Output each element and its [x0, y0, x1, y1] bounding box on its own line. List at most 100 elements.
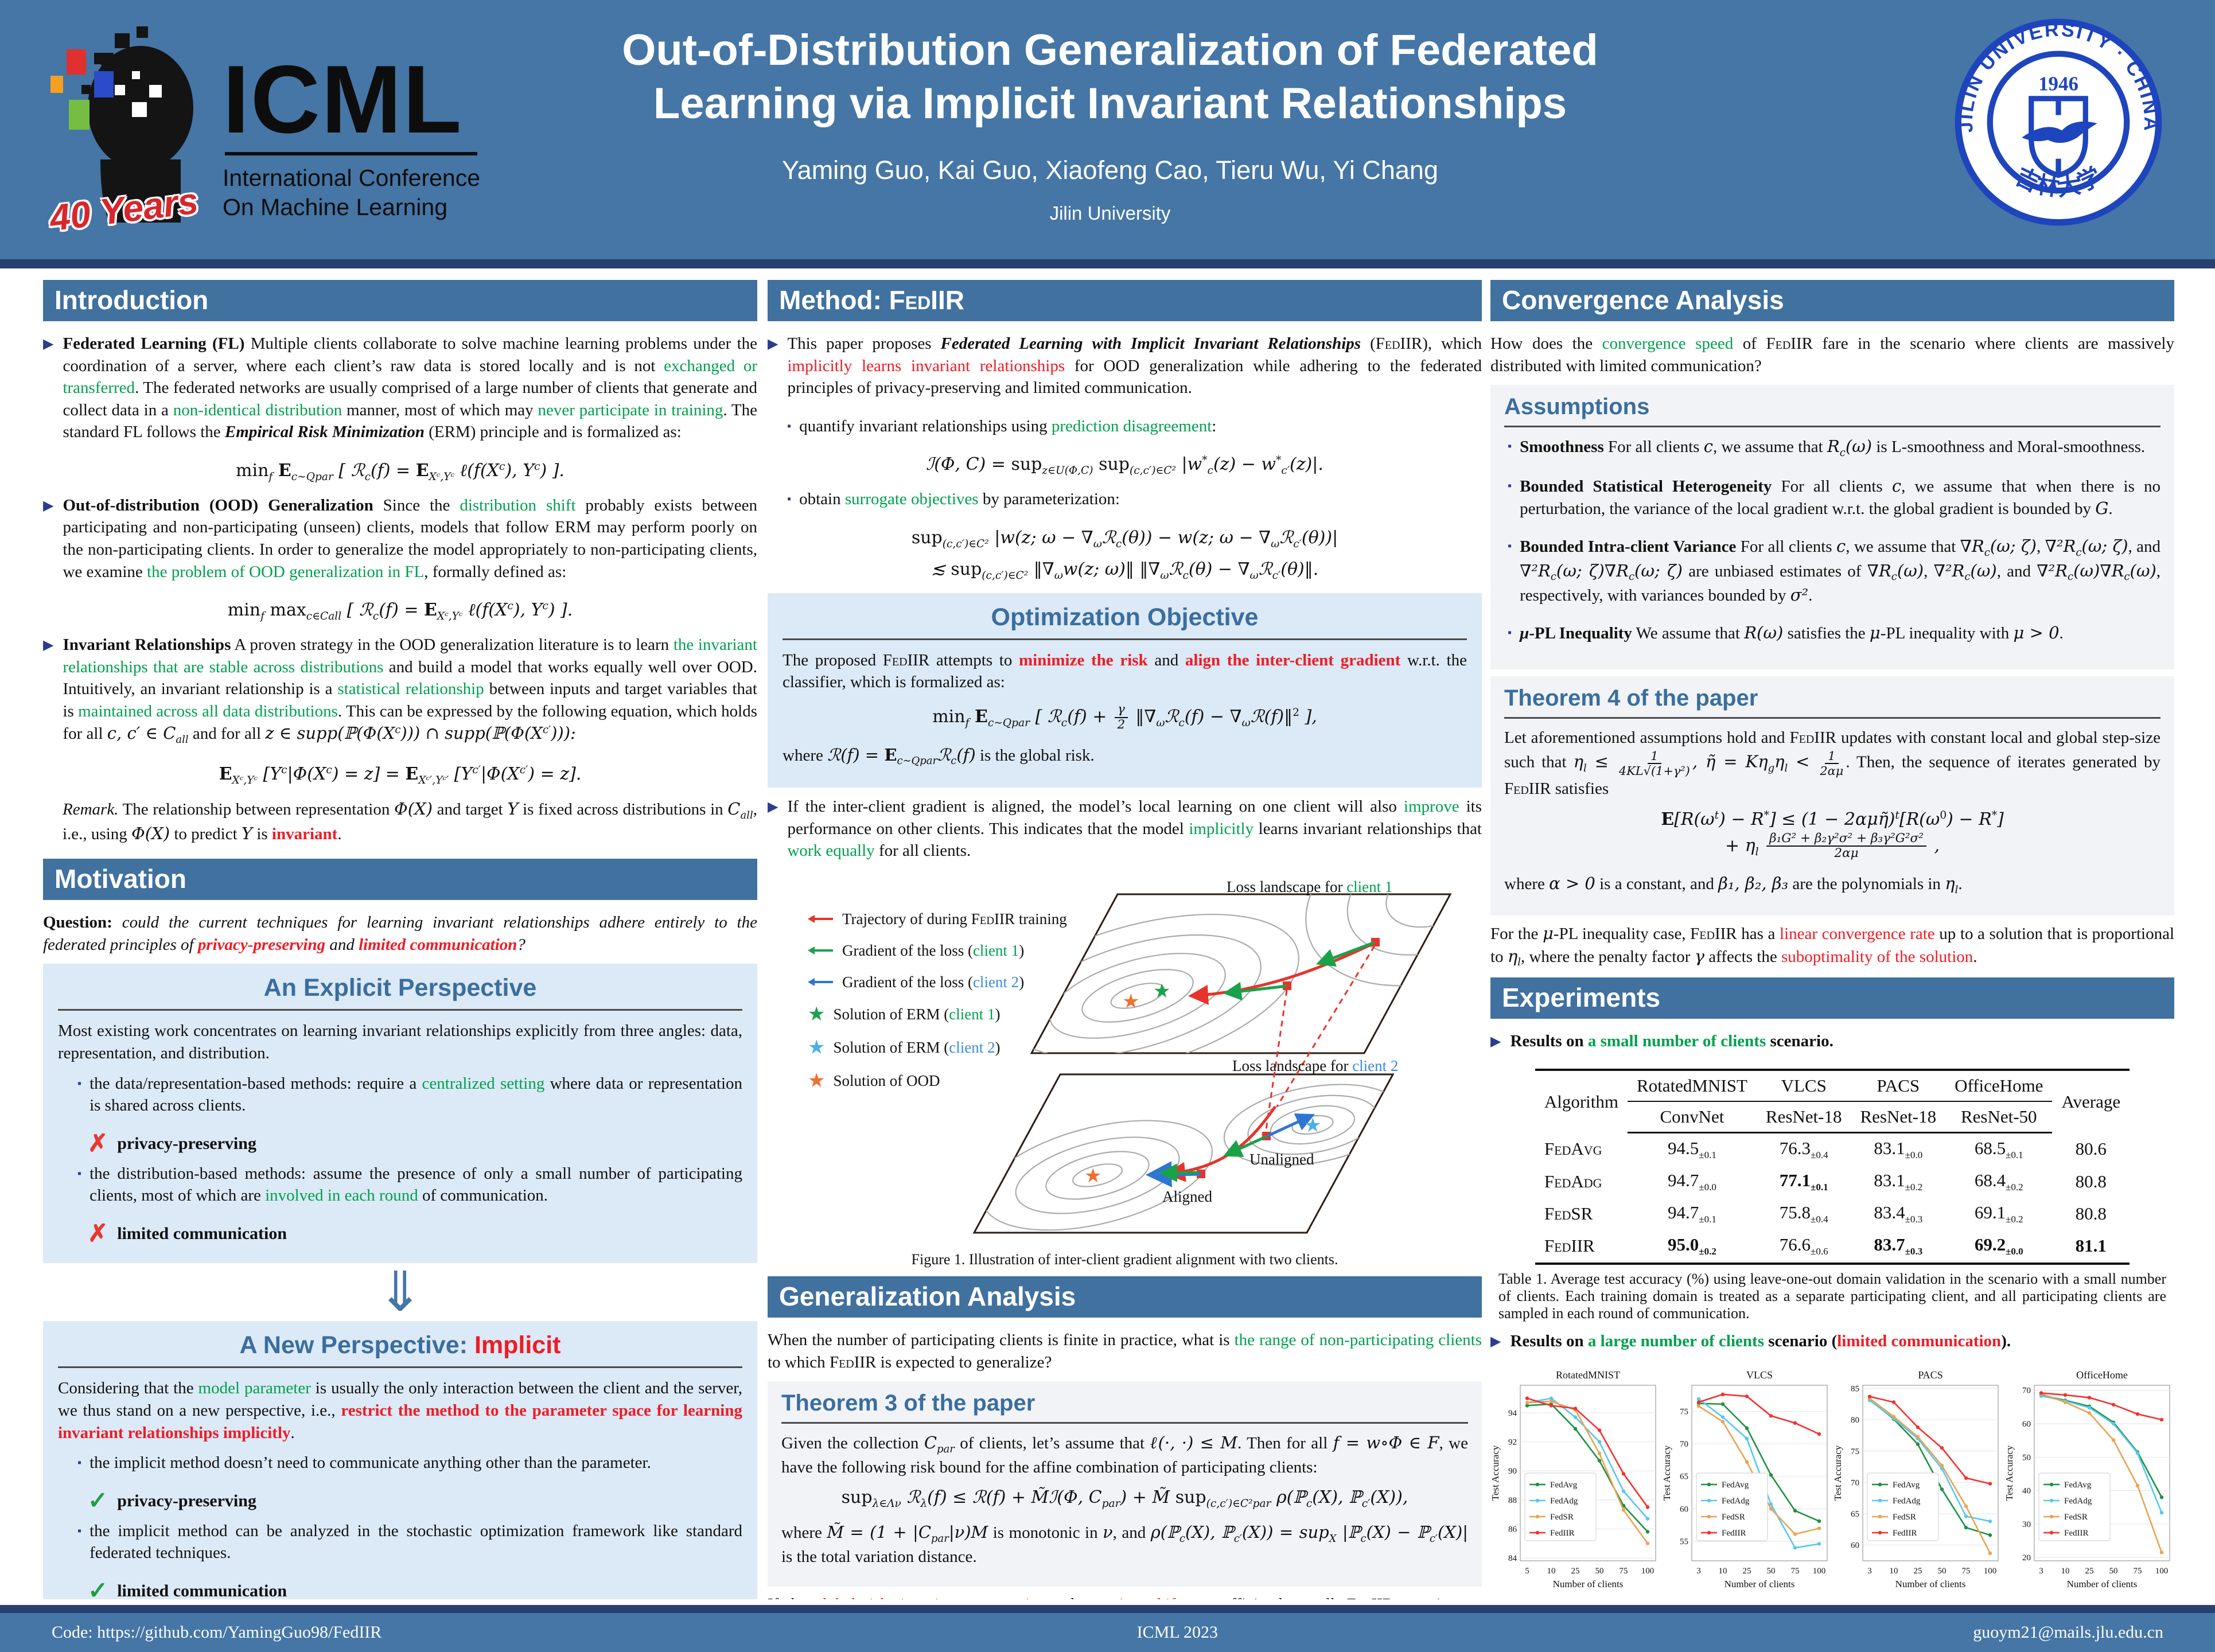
- svg-text:FedAvg: FedAvg: [1722, 1480, 1749, 1490]
- legend-label: Solution of OOD: [833, 1072, 940, 1090]
- figure1-caption: Figure 1. Illustration of inter-client g…: [911, 1250, 1338, 1268]
- svg-text:Test Accuracy: Test Accuracy: [1662, 1445, 1672, 1501]
- jilin-bird-icon: [2022, 121, 2097, 143]
- assumptions-title: Assumptions: [1504, 394, 2160, 428]
- erm-formula: minf Ec∼Qpar [ ℛc(f) = EXᶜ,Yᶜ ℓ(f(Xc), Y…: [236, 460, 565, 483]
- square-bullet-icon: ▪: [77, 1456, 82, 1470]
- check-icon: ✓: [88, 1577, 108, 1599]
- table-row: FedIIR 95.0±0.2 76.6±0.6 83.7±0.3 69.2±0.0 81…: [1535, 1230, 2130, 1265]
- remark: Remark. The relationship between represe…: [63, 799, 757, 843]
- square-bullet-icon: ▪: [77, 1167, 82, 1180]
- implicit-box-title: A New Perspective: Implicit: [58, 1331, 742, 1369]
- motivation-question: Question: could the current techniques f…: [43, 913, 757, 954]
- triangle-bullet-icon: ▶: [43, 638, 54, 653]
- svg-text:FedSR: FedSR: [2064, 1513, 2088, 1522]
- experiments-small-clients: Results on a small number of clients sce…: [1510, 1032, 1833, 1051]
- svg-text:65: 65: [1851, 1510, 1859, 1519]
- chart-vlcs: 55 60 65 70 75 3 10 25 50 75 100 Number of clients T…: [1661, 1368, 1832, 1599]
- contact-email: guoym21@mails.jlu.edu.cn: [1973, 1623, 2163, 1642]
- section-generalization: Generalization Analysis: [768, 1276, 1482, 1318]
- ood-formula: minf maxc∈Call [ ℛc(f) = EXᶜ,Yᶜ ℓ(f(Xc),…: [227, 600, 573, 623]
- svg-text:80: 80: [1851, 1416, 1859, 1425]
- figure-2: 84 86 88 90 92 94 5 10 25 50 75 100 Number of client…: [1490, 1368, 2174, 1599]
- table1-caption: Table 1. Average test accuracy (%) using…: [1498, 1270, 2166, 1322]
- svg-text:3: 3: [1868, 1567, 1873, 1576]
- privacy-violation-mark: ✗ privacy-preserving: [88, 1132, 742, 1156]
- svg-text:FedAdg: FedAdg: [1893, 1497, 1921, 1506]
- icml-subtitle-2: On Machine Learning: [223, 194, 448, 221]
- explicit-point-2: the distribution-based methods: assume t…: [89, 1164, 742, 1205]
- svg-text:25: 25: [1571, 1567, 1580, 1576]
- implicit-body: Considering that the model parameter is …: [58, 1379, 742, 1442]
- svg-text:Number of clients: Number of clients: [2067, 1579, 2138, 1589]
- erm-star-client2-icon: ★: [1304, 1115, 1321, 1136]
- column-method: Method: FedIIR ▶ This paper proposes Fed…: [768, 280, 1482, 1599]
- implicit-point-1: the implicit method doesn’t need to comm…: [89, 1454, 651, 1472]
- surrogate-formula-1: sup(c,c′)∈C² |w(z; ω − ∇ωℛc(θ)) − w(z; ω…: [911, 527, 1338, 550]
- explicit-perspective-box: An Explicit Perspective Most existing wo…: [43, 964, 757, 1263]
- convergence-question: How does the convergence speed of FedIIR…: [1490, 334, 2174, 375]
- green-star-icon: ★: [808, 1003, 826, 1025]
- green-arrow-icon: [808, 946, 833, 955]
- theorem3-title: Theorem 3 of the paper: [781, 1390, 1468, 1424]
- square-bullet-icon: ▪: [1508, 479, 1512, 492]
- unaligned-label: Unaligned: [1249, 1150, 1314, 1168]
- theorem3-formula: supλ∈Λν ℛλ(f) ≤ ℛ(f) + M̃ℐ(Φ, Cpar) + M̃…: [841, 1487, 1408, 1510]
- svg-text:100: 100: [2155, 1567, 2169, 1576]
- triangle-bullet-icon: ▶: [768, 800, 778, 815]
- svg-text:VLCS: VLCS: [1746, 1369, 1773, 1381]
- svg-text:60: 60: [1851, 1541, 1859, 1550]
- theorem3-after: where M̃ = (1 + |Cpar|ν)M is monotonic i…: [781, 1522, 1469, 1567]
- theorem4-box: Theorem 4 of the paper Let aforementione…: [1490, 676, 2174, 915]
- assumption-heterogeneity: Bounded Statistical Heterogeneity For al…: [1520, 476, 2160, 519]
- footer-divider: [0, 1605, 2215, 1613]
- svg-text:92: 92: [1508, 1438, 1517, 1447]
- svg-text:FedAvg: FedAvg: [1550, 1480, 1578, 1490]
- icml-wordmark: ICML: [223, 45, 463, 153]
- ood-star-icon: ★: [1084, 1166, 1101, 1187]
- authors: Yaming Guo, Kai Guo, Xiaofeng Cao, Tieru…: [782, 155, 1438, 185]
- section-experiments: Experiments: [1490, 977, 2174, 1019]
- svg-text:70: 70: [1680, 1440, 1688, 1449]
- triangle-bullet-icon: ▶: [1490, 1034, 1501, 1050]
- loss-landscape-figure: ★ ★ ★ ★: [972, 893, 1452, 1234]
- section-method: Method: FedIIR: [768, 280, 1482, 321]
- figure-1: ★ ★ ★ ★ Tr: [768, 878, 1482, 1245]
- column-convergence-experiments: Convergence Analysis How does the conver…: [1490, 280, 2174, 1599]
- svg-text:70: 70: [1851, 1479, 1859, 1488]
- communication-violation-mark: ✗ limited communication: [88, 1222, 742, 1246]
- generalization-question: When the number of participating clients…: [768, 1330, 1482, 1372]
- intro-ood-generalization: Out-of-distribution (OOD) Generalization…: [63, 496, 757, 581]
- optimization-body: The proposed FedIIR attempts to minimize…: [783, 650, 1467, 692]
- square-bullet-icon: ▪: [787, 419, 792, 433]
- svg-text:75: 75: [1620, 1567, 1628, 1576]
- assumption-smoothness: Smoothness For all clients c, we assume …: [1520, 437, 2146, 459]
- svg-text:FedSR: FedSR: [1893, 1513, 1916, 1522]
- svg-text:FedAvg: FedAvg: [2064, 1480, 2092, 1490]
- blue-star-icon: ★: [808, 1037, 826, 1058]
- svg-text:FedAdg: FedAdg: [2064, 1497, 2092, 1506]
- square-bullet-icon: ▪: [1508, 626, 1512, 639]
- table-row: FedAvg 94.5±0.1 76.3±0.4 83.1±0.0 68.5±0.1 80…: [1544, 1137, 2107, 1160]
- mark-label: limited communication: [117, 1224, 287, 1243]
- svg-text:100: 100: [1984, 1567, 1997, 1576]
- svg-text:FedIIR: FedIIR: [1722, 1529, 1746, 1538]
- cross-icon: ✗: [88, 1130, 108, 1157]
- method-quantify: quantify invariant relationships using p…: [799, 416, 1217, 435]
- optimization-objective-box: Optimization Objective The proposed FedI…: [768, 593, 1482, 788]
- svg-text:FedAdg: FedAdg: [1550, 1497, 1578, 1506]
- header-divider: [0, 259, 2215, 268]
- mark-label: limited communication: [117, 1581, 287, 1599]
- poster-title-line1: Out-of-Distribution Generalization of Fe…: [622, 26, 1598, 75]
- red-arrow-icon: [808, 915, 833, 924]
- poster-footer: Code: https://github.com/YamingGuo98/Fed…: [0, 1613, 2215, 1652]
- svg-text:10: 10: [1547, 1567, 1556, 1576]
- svg-text:Test Accuracy: Test Accuracy: [1833, 1445, 1843, 1501]
- svg-text:85: 85: [1851, 1385, 1859, 1394]
- svg-text:70: 70: [2022, 1386, 2031, 1396]
- convergence-conclusion: For the μ-PL inequality case, FedIIR has…: [1490, 923, 2174, 969]
- svg-text:86: 86: [1508, 1525, 1517, 1534]
- svg-text:FedSR: FedSR: [1722, 1513, 1745, 1522]
- icml-brain-icon: [50, 26, 193, 223]
- landscape2-title: Loss landscape for client 2: [1232, 1057, 1399, 1074]
